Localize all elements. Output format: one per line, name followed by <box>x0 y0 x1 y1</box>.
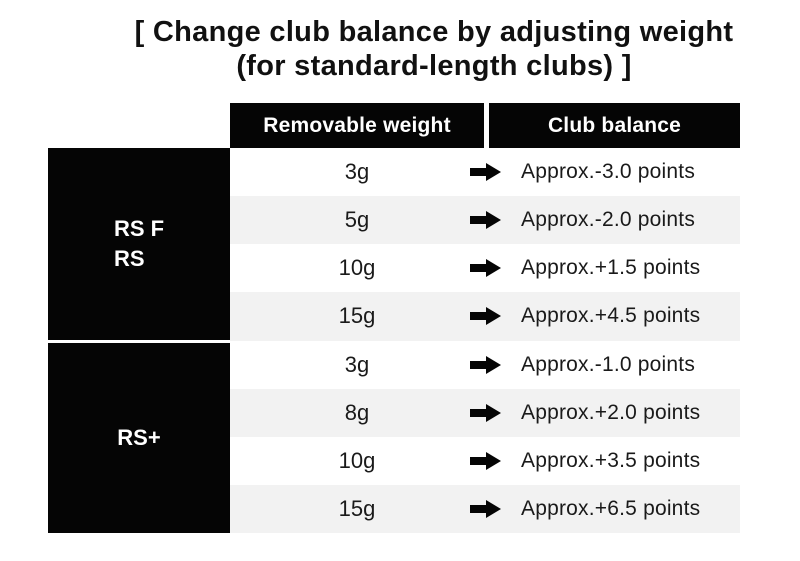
table-row: 5g Approx.-2.0 points <box>230 196 740 245</box>
balance-cell: Approx.-1.0 points <box>521 352 696 376</box>
page-title: [ Change club balance by adjusting weigh… <box>64 15 800 83</box>
weight-cell: 10g <box>338 255 376 281</box>
group-label-line: RS+ <box>117 425 161 450</box>
page-title-line-1: [ Change club balance by adjusting weigh… <box>134 16 734 48</box>
table-row: 3g Approx.-3.0 points <box>230 148 740 197</box>
weight-cell: 3g <box>344 351 370 377</box>
right-arrow-icon <box>470 211 501 230</box>
weight-cell: 10g <box>338 447 376 473</box>
right-arrow-icon <box>470 499 501 518</box>
right-arrow-icon <box>470 403 501 422</box>
table-row: 8g Approx.+2.0 points <box>230 388 740 437</box>
column-header-club-balance: Club balance <box>489 103 740 148</box>
balance-cell: Approx.-2.0 points <box>521 208 696 232</box>
table-row: 3g Approx.-1.0 points <box>230 340 740 389</box>
table-row: 15g Approx.+4.5 points <box>230 292 740 341</box>
right-arrow-icon <box>470 163 501 182</box>
right-arrow-icon <box>470 451 501 470</box>
right-arrow-icon <box>470 355 501 374</box>
column-header-removable-weight: Removable weight <box>230 103 484 148</box>
weight-cell: 15g <box>338 495 376 521</box>
balance-cell: Approx.+4.5 points <box>521 304 701 328</box>
table-body: 3g Approx.-3.0 points 5g Approx.-2.0 poi… <box>230 148 740 533</box>
table-row: 10g Approx.+1.5 points <box>230 244 740 293</box>
weight-cell: 3g <box>344 159 370 185</box>
table-row: 15g Approx.+6.5 points <box>230 484 740 533</box>
table-row: 10g Approx.+3.5 points <box>230 436 740 485</box>
weight-cell: 8g <box>344 399 370 425</box>
right-arrow-icon <box>470 259 501 278</box>
weight-cell: 5g <box>344 207 370 233</box>
row-group-label-rsf-rs: RS F RS <box>48 148 230 340</box>
balance-cell: Approx.+2.0 points <box>521 400 701 424</box>
balance-cell: Approx.+1.5 points <box>521 256 701 280</box>
row-group-label-rs-plus: RS+ <box>48 343 230 533</box>
balance-cell: Approx.+6.5 points <box>521 496 701 520</box>
group-label-line: RS F <box>113 216 165 241</box>
weight-cell: 15g <box>338 303 376 329</box>
balance-cell: Approx.-3.0 points <box>521 160 696 184</box>
right-arrow-icon <box>470 307 501 326</box>
group-label-line: RS <box>113 246 145 271</box>
balance-cell: Approx.+3.5 points <box>521 448 701 472</box>
page-title-line-2: (for standard-length clubs) ] <box>236 50 632 82</box>
